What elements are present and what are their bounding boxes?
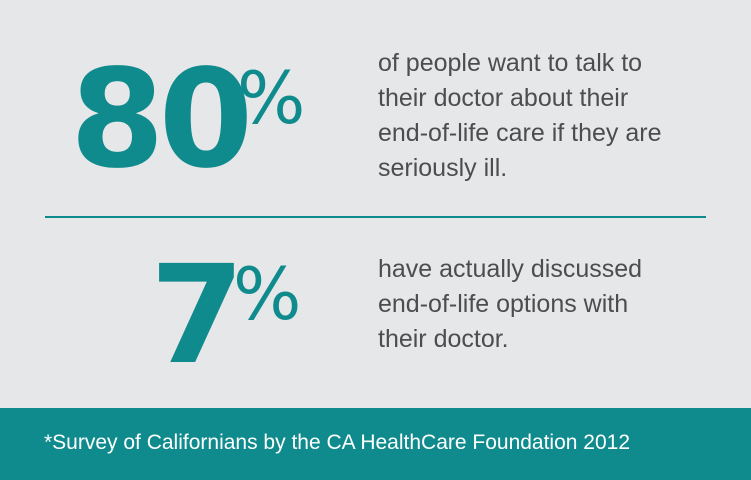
percent-sign: % <box>233 252 302 336</box>
footer-bar: *Survey of Californians by the CA Health… <box>0 408 751 480</box>
source-footnote: *Survey of Californians by the CA Health… <box>44 431 631 454</box>
stat-description: have actually discussed end-of-life opti… <box>378 255 643 353</box>
stat-number: 7 <box>150 237 245 395</box>
stat-description: of people want to talk to their doctor a… <box>378 49 662 182</box>
divider-line <box>45 216 706 218</box>
percent-sign: % <box>237 56 306 140</box>
stat-number: 80 <box>70 41 253 199</box>
